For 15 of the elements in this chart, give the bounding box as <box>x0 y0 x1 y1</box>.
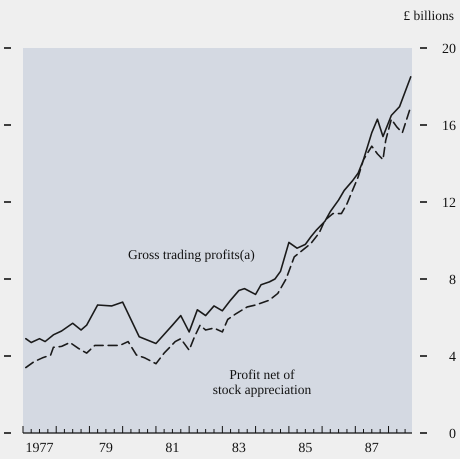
x-tick-label: 87 <box>364 441 379 456</box>
x-tick-label: 85 <box>298 441 312 456</box>
x-tick-label: 81 <box>165 441 180 456</box>
y-tick-label: 0 <box>449 426 456 442</box>
x-tick-label: 79 <box>98 441 113 456</box>
y-tick-label: 20 <box>442 42 456 57</box>
x-tick-label: 1977 <box>25 441 54 456</box>
y-tick-label: 16 <box>442 118 456 134</box>
x-tick-label: 83 <box>232 441 246 456</box>
series-label: Gross trading profits(a) <box>128 247 255 262</box>
y-tick-label: 4 <box>449 350 456 365</box>
y-axis-title: £ billions <box>403 8 454 23</box>
text: Profit net of stock appreciation <box>212 367 312 397</box>
y-tick-label: 12 <box>442 196 456 211</box>
y-tick-label: 8 <box>449 272 456 288</box>
